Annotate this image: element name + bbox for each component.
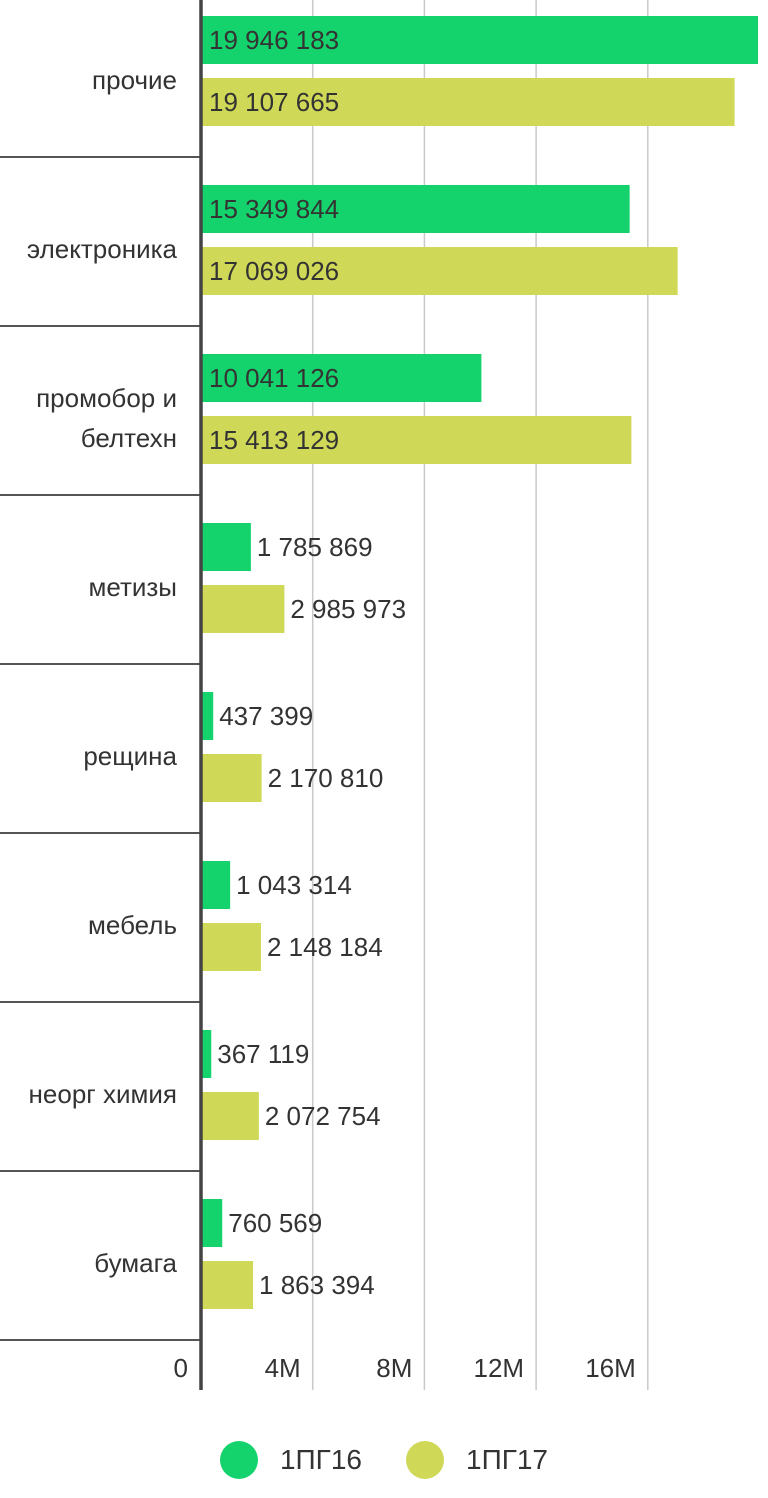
legend: 1ПГ16 1ПГ17: [0, 1440, 768, 1480]
bar[interactable]: [201, 1261, 254, 1309]
bar[interactable]: [201, 247, 678, 295]
tick-label: 4M: [265, 1353, 301, 1383]
category-label: рещина: [83, 741, 177, 771]
tick-label: 8M: [376, 1353, 412, 1383]
data-label: 1 785 869: [257, 532, 373, 562]
data-label: 367 119: [217, 1039, 309, 1069]
bar[interactable]: [201, 923, 261, 971]
bar[interactable]: [201, 1092, 259, 1140]
data-label: 2 148 184: [267, 932, 383, 962]
bar[interactable]: [201, 1030, 212, 1078]
category-label: белтехн: [81, 423, 177, 453]
legend-item-1pg16[interactable]: 1ПГ16: [219, 1441, 362, 1479]
legend-item-1pg17[interactable]: 1ПГ17: [406, 1441, 548, 1479]
category-label: мебель: [88, 910, 177, 940]
data-label: 760 569: [228, 1208, 322, 1238]
bar[interactable]: [201, 16, 758, 64]
data-label: 437 399: [219, 701, 313, 731]
bar[interactable]: [201, 692, 214, 740]
legend-label: 1ПГ16: [279, 1444, 362, 1475]
tick-label: 16M: [585, 1353, 636, 1383]
data-label: 10 041 126: [209, 363, 339, 393]
category-label: промобор и: [36, 383, 177, 413]
bar[interactable]: [201, 78, 735, 126]
data-label: 2 985 973: [290, 594, 406, 624]
data-label: 17 069 026: [209, 256, 339, 286]
data-label: 15 349 844: [209, 194, 339, 224]
data-label: 19 107 665: [209, 87, 339, 117]
legend-label: 1ПГ17: [466, 1444, 549, 1475]
bar[interactable]: [201, 861, 231, 909]
bars: [201, 16, 758, 1309]
data-label: 1 043 314: [236, 870, 352, 900]
bar[interactable]: [201, 754, 262, 802]
x-axis-ticks: 0 4M 8M 12M 16M: [174, 1353, 636, 1383]
legend-swatch-1pg16: [219, 1441, 258, 1479]
tick-label: 12M: [474, 1353, 525, 1383]
tick-label: 0: [174, 1353, 188, 1383]
data-label: 19 946 183: [209, 25, 339, 55]
bar[interactable]: [201, 185, 630, 233]
category-label: бумага: [94, 1248, 177, 1278]
bar[interactable]: [201, 523, 251, 571]
bar[interactable]: [201, 354, 482, 402]
data-label: 2 170 810: [268, 763, 384, 793]
bar[interactable]: [201, 1199, 223, 1247]
value-labels: 19 946 183 15 349 844 10 041 126 1 785 869 4…: [209, 25, 406, 1300]
bar[interactable]: [201, 585, 285, 633]
legend-swatch-1pg17: [406, 1441, 444, 1479]
data-label: 15 413 129: [209, 425, 339, 455]
bar[interactable]: [201, 416, 632, 464]
category-label: электроника: [27, 234, 178, 264]
category-label: неорг химия: [29, 1079, 177, 1109]
category-labels: прочие электроника промобор и белтехн метизы…: [27, 65, 178, 1278]
category-label: метизы: [88, 572, 177, 602]
data-label: 1 863 394: [259, 1270, 375, 1300]
data-label: 2 072 754: [265, 1101, 381, 1131]
category-label: прочие: [92, 65, 177, 95]
bar-chart: 19 946 183 15 349 844 10 041 126 1 785 869 4…: [0, 0, 758, 1390]
